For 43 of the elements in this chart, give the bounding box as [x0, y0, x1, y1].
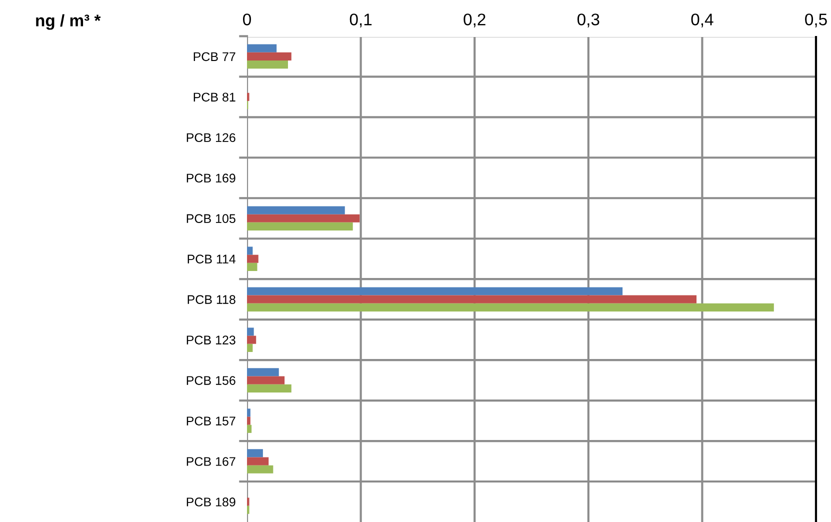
y-tick-label: PCB 123: [186, 336, 236, 344]
x-tick-label: 0,2: [464, 14, 486, 28]
y-tick-label: PCB 77: [194, 52, 236, 62]
bar: [247, 457, 269, 466]
bar: [247, 44, 277, 52]
x-tick-label: 0,4: [691, 14, 714, 28]
bar: [247, 52, 292, 60]
bar: [247, 344, 253, 352]
text: ng / m³ *: [36, 14, 101, 30]
bar: [247, 449, 263, 458]
bar: [247, 254, 258, 263]
bar: [247, 376, 285, 384]
bar: [247, 222, 353, 231]
bar: [247, 262, 258, 271]
bar: [247, 328, 254, 336]
bar: [247, 416, 250, 425]
bar: [247, 424, 252, 433]
y-tick-label: PCB 167: [186, 457, 236, 466]
x-tick-label: 0,3: [577, 14, 600, 28]
x-tick-label: 0: [243, 14, 251, 26]
bar: [247, 368, 279, 376]
y-tick-label: PCB 114: [188, 254, 236, 264]
bar: [247, 465, 274, 474]
y-tick-label: PCB 157: [186, 416, 236, 426]
y-tick-label: PCB 156: [186, 376, 236, 385]
bar: [247, 295, 697, 304]
bar: [247, 214, 360, 222]
bar: [247, 408, 250, 417]
bar: [247, 384, 292, 392]
y-tick-label: PCB 118: [188, 295, 236, 304]
bar: [247, 287, 623, 296]
bar: [247, 246, 253, 255]
y-tick-label: PCB 105: [186, 214, 236, 224]
y-tick-label: PCB 189: [186, 498, 236, 506]
y-tick-label: PCB 169: [186, 174, 236, 183]
bar: [247, 60, 288, 69]
bar: [247, 206, 345, 214]
y-tick-label: PCB 81: [194, 92, 236, 102]
x-tick-label: 0,1: [350, 14, 372, 28]
y-tick-label: PCB 126: [186, 133, 236, 142]
x-tick-label: 0,5: [805, 14, 827, 28]
bar: [247, 336, 256, 344]
bar: [247, 303, 774, 312]
